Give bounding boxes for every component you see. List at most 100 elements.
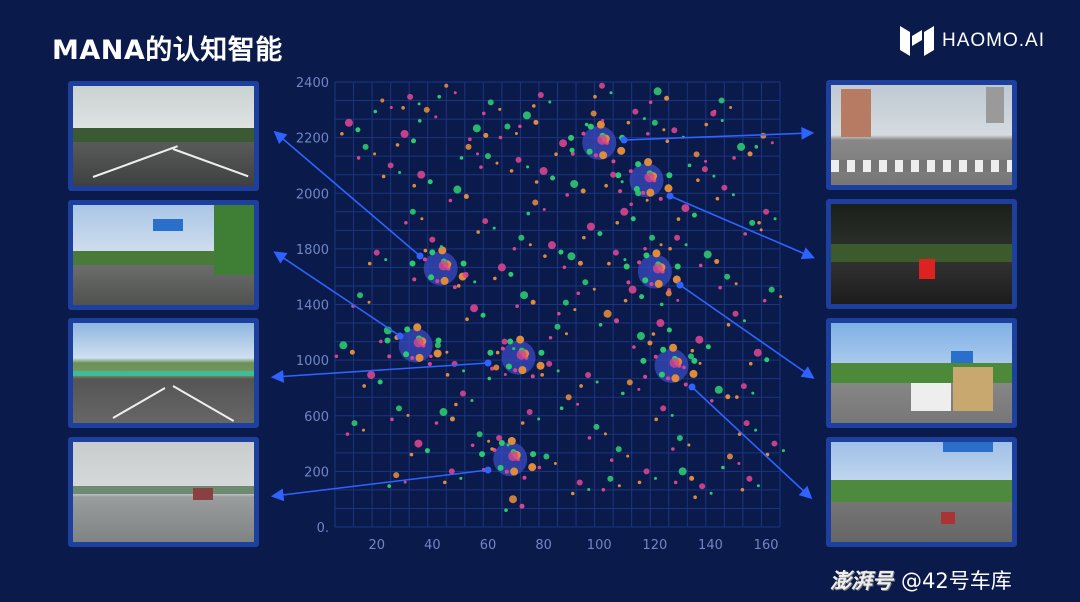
scatter-point <box>715 196 720 201</box>
scatter-point <box>533 119 539 125</box>
scatter-point <box>526 211 531 216</box>
scatter-point <box>445 350 449 354</box>
scatter-point <box>508 271 514 277</box>
cluster-point <box>536 361 545 370</box>
scatter-point <box>357 292 364 299</box>
scatter-point <box>532 104 536 108</box>
cluster-point <box>669 343 678 352</box>
scatter-point <box>593 94 597 99</box>
scatter-point <box>681 204 690 213</box>
x-tick-label: 40 <box>424 538 441 553</box>
scatter-point <box>481 111 486 116</box>
scatter-point <box>678 467 687 476</box>
cluster-point <box>510 467 519 476</box>
scatter-point <box>763 208 770 215</box>
scatter-point <box>395 143 400 147</box>
cluster-point <box>422 257 427 262</box>
cluster-point <box>640 357 647 364</box>
scatter-point <box>476 431 483 438</box>
scatter-point <box>754 144 759 149</box>
cluster-point <box>593 153 598 158</box>
cluster-point <box>412 277 417 282</box>
scatter-point <box>690 348 695 353</box>
scatter-point <box>567 252 576 261</box>
scatter-point <box>710 398 714 403</box>
scatter-point <box>626 454 630 458</box>
scatter-point <box>764 357 770 363</box>
scatter-point <box>493 276 497 281</box>
scatter-point <box>463 194 469 200</box>
scatter-point <box>443 480 447 485</box>
scatter-point <box>423 106 430 113</box>
scatter-point <box>356 156 361 160</box>
scatter-point <box>693 151 700 158</box>
scatter-point <box>429 354 433 359</box>
scatter-point <box>550 175 556 181</box>
scatter-point <box>703 250 712 259</box>
scatter-point <box>734 282 738 286</box>
y-tick-label: 2400 <box>296 76 329 91</box>
y-tick-label: 600 <box>304 410 329 425</box>
scatter-point <box>390 417 394 422</box>
scatter-point <box>462 369 466 373</box>
scatter-point <box>632 345 636 349</box>
scatter-point <box>483 132 489 138</box>
scatter-point <box>387 162 394 169</box>
scatter-point <box>459 476 463 480</box>
scatter-point <box>623 298 628 303</box>
cluster-point <box>618 189 623 194</box>
scatter-point <box>599 82 605 89</box>
scatter-point <box>373 109 378 114</box>
scatter-point <box>445 373 450 377</box>
logo-text: HAOMO.AI <box>942 30 1046 51</box>
scatter-point <box>651 119 658 126</box>
y-tick-label: 1800 <box>296 243 329 258</box>
cluster-point <box>611 159 616 164</box>
scatter-point <box>423 248 428 253</box>
scatter-point <box>725 394 731 400</box>
scatter-point <box>726 322 731 327</box>
scatter-point <box>565 193 569 197</box>
cluster-point <box>435 279 440 284</box>
cluster-point <box>646 188 655 197</box>
scatter-point <box>595 380 599 384</box>
scatter-point <box>781 449 785 453</box>
scatter-point <box>586 222 595 231</box>
scatter-point <box>407 93 414 100</box>
scatter-point <box>512 246 517 251</box>
scatter-point <box>509 169 514 173</box>
scatter-point <box>434 115 438 119</box>
scatter-point <box>689 475 695 481</box>
cluster-point <box>642 277 649 284</box>
scatter-point <box>344 118 353 127</box>
thumbnail-highway-overcast <box>68 81 259 191</box>
scatter-point <box>515 304 519 309</box>
cluster-point <box>387 354 392 359</box>
scatter-point <box>773 217 777 221</box>
scatter-point <box>553 462 557 466</box>
scatter-point <box>747 151 753 157</box>
scatter-point <box>576 291 581 296</box>
watermark-handle: @42号车库 <box>901 569 1012 593</box>
scatter-point <box>587 436 592 440</box>
cluster-point <box>507 437 516 446</box>
scatter-point <box>345 432 350 436</box>
scatter-point <box>414 439 423 448</box>
scatter-point <box>570 491 575 496</box>
cluster-point <box>660 346 667 353</box>
cluster-point <box>599 151 608 160</box>
scatter-point <box>740 487 745 492</box>
scatter-point <box>637 480 642 485</box>
scatter-point <box>749 219 756 226</box>
scatter-point <box>465 317 469 322</box>
scatter-point <box>334 354 339 359</box>
cluster-point <box>427 362 432 367</box>
scatter-point <box>656 319 665 328</box>
cluster-point <box>586 148 593 155</box>
scatter-point <box>417 102 421 106</box>
scatter-point <box>666 327 672 333</box>
scatter-point <box>630 216 636 222</box>
cluster-point <box>623 263 630 270</box>
cluster-point <box>683 382 688 387</box>
scatter-point <box>659 302 664 307</box>
